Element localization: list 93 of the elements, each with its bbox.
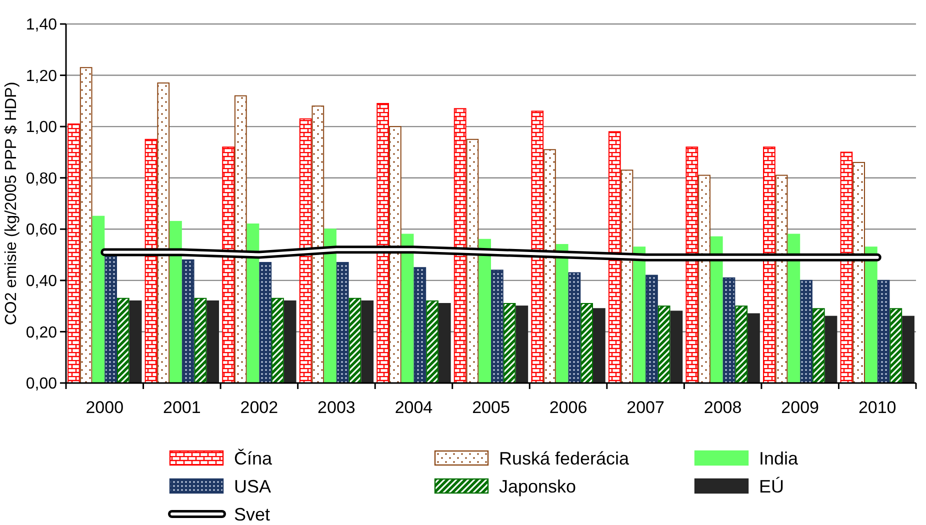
bar <box>284 300 296 384</box>
bar <box>170 220 182 384</box>
bar <box>144 138 158 384</box>
bar <box>259 262 272 384</box>
bar <box>68 124 80 384</box>
x-tick-label: 2005 <box>472 398 510 417</box>
x-tick-label: 2004 <box>394 398 433 417</box>
bar <box>324 228 336 384</box>
bar <box>633 246 646 384</box>
bar <box>117 298 130 384</box>
x-tick-label: 2000 <box>86 398 124 417</box>
bar <box>824 316 838 384</box>
bar <box>389 126 402 384</box>
x-tick-label: 2006 <box>549 398 588 417</box>
bar <box>182 259 194 384</box>
y-tick-label: 1,00 <box>26 119 58 136</box>
bar <box>466 138 479 384</box>
bar <box>516 306 528 384</box>
y-tick-label: 0,80 <box>26 170 58 188</box>
bar <box>580 303 593 384</box>
x-tick-label: 2002 <box>240 398 278 417</box>
bar <box>763 146 776 384</box>
bar <box>104 254 117 384</box>
x-tick-label: 2007 <box>626 398 664 417</box>
bar <box>401 234 414 384</box>
bar <box>775 174 788 384</box>
y-tick-label: 1,40 <box>26 16 58 34</box>
bar <box>503 303 516 384</box>
bar <box>735 306 748 384</box>
y-tick-label: 0,60 <box>26 222 58 239</box>
bar <box>348 298 362 384</box>
y-tick-label: 1,20 <box>26 68 58 85</box>
bar <box>336 262 349 384</box>
bar <box>698 174 710 384</box>
bar <box>234 95 247 384</box>
legend-label: USA <box>234 476 272 496</box>
bar <box>748 313 760 384</box>
legend-label: India <box>759 448 800 468</box>
y-tick-label: 0,00 <box>26 376 58 393</box>
bar <box>890 308 902 384</box>
bar <box>852 162 865 384</box>
bar <box>620 170 634 384</box>
bar <box>608 131 621 384</box>
bar <box>812 308 825 384</box>
bar <box>902 316 914 384</box>
y-tick-label: 0,40 <box>26 273 58 290</box>
bar <box>865 246 878 384</box>
bar <box>722 277 736 384</box>
bar <box>80 67 92 384</box>
x-tick-label: 2003 <box>318 398 356 417</box>
legend-label: Svet <box>234 504 270 524</box>
bar <box>222 146 234 384</box>
bar <box>206 300 219 384</box>
bar <box>246 224 260 384</box>
bar <box>194 298 207 384</box>
bar <box>710 236 723 384</box>
bar <box>840 152 853 384</box>
bar <box>92 216 105 384</box>
bar <box>800 280 812 384</box>
bar <box>491 270 504 384</box>
bar <box>361 300 374 384</box>
bar <box>157 82 170 384</box>
bar <box>544 149 556 384</box>
bar <box>438 303 451 384</box>
legend-label: Ruská federácia <box>499 448 630 468</box>
x-tick-label: 2001 <box>162 398 201 417</box>
bar <box>556 244 568 384</box>
bar <box>272 298 284 384</box>
legend-label: Japonsko <box>499 476 576 496</box>
x-tick-label: 2010 <box>858 398 896 417</box>
bar <box>670 310 683 384</box>
bar <box>531 110 544 384</box>
y-axis-title: CO2 emisie (kg/2005 PPP $ HDP) <box>3 82 20 326</box>
bar <box>788 234 800 384</box>
bar <box>414 267 426 384</box>
bar <box>646 274 658 384</box>
bar <box>593 308 606 384</box>
x-tick-label: 2008 <box>704 398 742 417</box>
bar <box>454 108 466 384</box>
legend-label: Čína <box>234 448 274 468</box>
x-tick-label: 2009 <box>781 398 820 417</box>
bar <box>376 102 389 384</box>
bar <box>426 300 438 384</box>
legend-label: EÚ <box>759 476 784 496</box>
bar <box>299 118 312 384</box>
bar <box>568 272 581 384</box>
bar <box>658 306 670 384</box>
bar <box>686 146 698 384</box>
bar <box>478 238 491 384</box>
y-tick-label: 0,20 <box>26 324 58 342</box>
bar <box>877 280 890 384</box>
bar <box>129 300 142 384</box>
bar <box>312 106 324 384</box>
